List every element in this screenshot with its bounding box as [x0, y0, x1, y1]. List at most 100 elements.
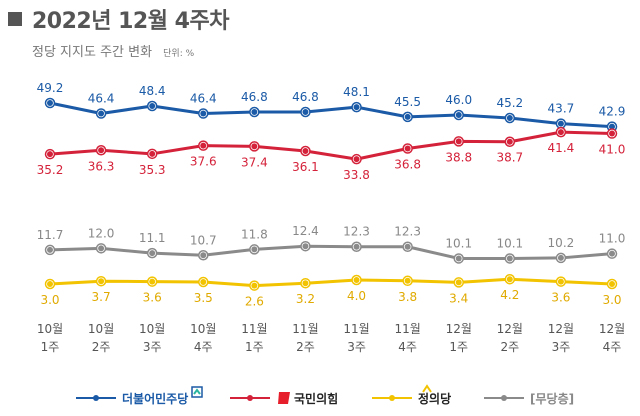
legend-line-icon [76, 395, 116, 401]
data-point [200, 252, 207, 259]
data-point [47, 281, 53, 287]
data-label: 36.8 [394, 157, 421, 171]
data-label: 11.7 [37, 228, 64, 242]
x-tick-month: 11월 [292, 322, 318, 336]
legend-item-ppp: 국민의힘 [230, 385, 338, 411]
series-line [48, 101, 614, 129]
data-label: 10.1 [496, 236, 523, 250]
data-point [149, 150, 156, 157]
data-point [557, 254, 564, 261]
data-label: 12.4 [292, 224, 319, 238]
legend-item-independent: [무당층] [484, 385, 574, 411]
series-line [48, 244, 614, 260]
data-point [557, 129, 564, 136]
data-point [149, 278, 156, 285]
data-label: 46.8 [292, 90, 319, 104]
data-label: 3.6 [143, 291, 162, 305]
x-tick-month: 12월 [497, 322, 523, 336]
data-point [609, 250, 615, 257]
data-point [251, 143, 258, 150]
data-point [200, 110, 207, 117]
data-label: 46.4 [190, 92, 217, 106]
x-tick-week: 4주 [603, 340, 622, 354]
data-point [609, 130, 615, 137]
data-label: 45.5 [394, 95, 421, 109]
data-label: 46.4 [88, 92, 115, 106]
legend-label: [무당층] [530, 391, 575, 406]
data-label: 2.6 [245, 295, 264, 309]
data-label: 35.2 [37, 163, 64, 177]
subtitle-bar: 정당 지지도 주간 변화 단위: % [32, 41, 194, 60]
x-tick-week: 2주 [92, 340, 111, 354]
data-label: 3.8 [398, 290, 417, 304]
x-tick-week: 2주 [296, 340, 315, 354]
title-bar: 2022년 12월 4주차 [8, 4, 229, 34]
legend-label: 더불어민주당 [122, 391, 189, 406]
x-tick-month: 10월 [37, 322, 63, 336]
x-tick-month: 12월 [446, 322, 472, 336]
data-label: 12.0 [88, 226, 115, 240]
data-point [251, 109, 258, 115]
data-label: 43.7 [548, 102, 575, 116]
data-label: 3.4 [449, 291, 468, 305]
x-tick-month: 11월 [394, 322, 420, 336]
data-label: 48.1 [343, 85, 370, 99]
data-label: 3.0 [40, 293, 59, 307]
data-point [506, 115, 513, 121]
data-point [609, 281, 615, 287]
data-label: 3.7 [92, 290, 111, 304]
data-point [251, 246, 258, 253]
data-point [353, 277, 360, 283]
data-label: 35.3 [139, 163, 166, 177]
data-label: 46.8 [241, 90, 268, 104]
x-tick-week: 4주 [398, 340, 417, 354]
x-tick-month: 10월 [139, 322, 165, 336]
data-label: 3.0 [602, 293, 621, 307]
data-label: 41.0 [599, 143, 626, 157]
data-point [455, 138, 462, 145]
data-point [251, 282, 258, 289]
data-label: 41.4 [548, 141, 575, 155]
x-tick-week: 4주 [194, 340, 213, 354]
data-point [404, 277, 411, 284]
data-point [302, 280, 309, 287]
title-square-icon [8, 12, 22, 26]
data-label: 10.2 [548, 236, 575, 250]
x-tick-month: 11월 [343, 322, 369, 336]
data-label: 12.3 [343, 225, 370, 239]
data-point [506, 255, 513, 262]
x-tick-week: 1주 [41, 340, 60, 354]
data-point [455, 255, 462, 262]
data-point [455, 279, 462, 286]
data-point [404, 243, 411, 250]
series-2: 35.2 36.3 35.3 37.6 37.4 36.1 33.8 36.8 38.8 38.7… [37, 126, 626, 182]
data-point [557, 278, 564, 285]
series-4: 3.0 3.7 3.6 3.5 2.6 3.2 4.0 3.8 3.4 4.2 3.6 3.0 [40, 273, 622, 309]
x-tick-week: 3주 [347, 340, 366, 354]
data-label: 37.4 [241, 155, 268, 169]
data-label: 46.0 [445, 93, 472, 107]
data-label: 36.3 [88, 159, 115, 173]
data-point [47, 151, 53, 158]
data-label: 11.8 [241, 227, 268, 241]
legend-line-icon [372, 395, 412, 401]
x-tick-week: 1주 [449, 340, 468, 354]
data-point [149, 103, 156, 109]
legend: 더불어민주당 국민의힘 정의당 [무당층] [0, 384, 640, 411]
data-point [200, 279, 207, 285]
series-1: 49.2 46.4 48.4 46.4 46.8 46.8 48.1 45.5 46.0 45.2… [37, 81, 625, 132]
data-label: 45.2 [496, 96, 523, 110]
data-label: 33.8 [343, 168, 370, 182]
data-point [200, 142, 207, 149]
data-label: 36.1 [292, 160, 319, 174]
x-tick-month: 10월 [190, 322, 216, 336]
data-point [98, 147, 105, 154]
data-point [455, 112, 462, 118]
legend-line-icon [230, 395, 270, 401]
x-tick-week: 2주 [500, 340, 519, 354]
data-label: 3.5 [194, 291, 213, 305]
data-label: 4.2 [500, 288, 519, 302]
chart-title: 2022년 12월 4주차 [32, 9, 229, 34]
ppp-logo-icon [278, 392, 290, 404]
data-point [557, 120, 564, 127]
